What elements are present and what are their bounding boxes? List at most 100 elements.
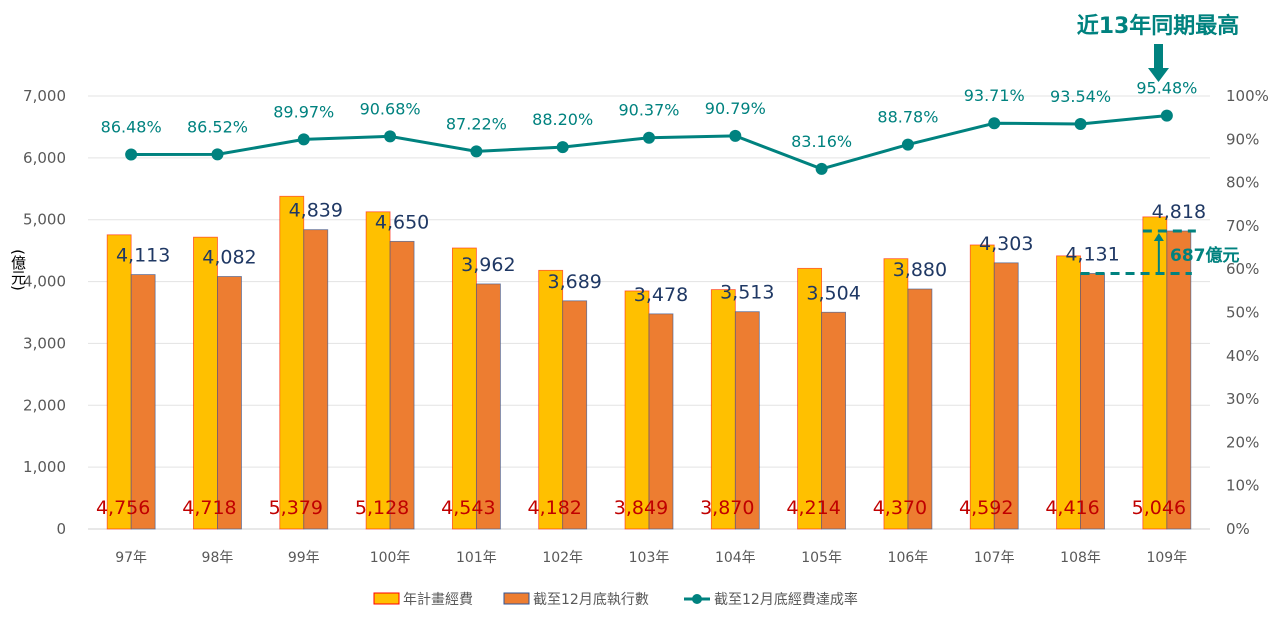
bar-plan xyxy=(538,269,564,530)
highlight-annotation: 近13年同期最高 xyxy=(1077,13,1240,39)
legend-label-rate: 截至12月底經費達成率 xyxy=(714,591,858,608)
y2-tick-label: 70% xyxy=(1226,217,1259,235)
y-axis-label: (億元) xyxy=(9,249,27,291)
x-tick-label: 109年 xyxy=(1146,550,1187,566)
data-label-exec: 3,504 xyxy=(806,282,860,304)
data-label-exec: 4,650 xyxy=(375,211,429,233)
y-tick-label: 2,000 xyxy=(23,396,66,414)
x-tick-label: 105年 xyxy=(801,550,842,566)
rate-line xyxy=(125,109,1173,175)
data-label-plan: 5,128 xyxy=(355,497,409,519)
x-tick-label: 104年 xyxy=(715,550,756,566)
bar-plan xyxy=(365,211,391,530)
x-tick-label: 103年 xyxy=(629,550,670,566)
y-tick-label: 1,000 xyxy=(23,458,66,476)
data-label-exec: 3,478 xyxy=(634,284,688,306)
y2-tick-label: 100% xyxy=(1226,87,1269,105)
data-label-plan: 3,849 xyxy=(614,497,668,519)
x-tick-label: 106年 xyxy=(888,550,929,566)
data-label-plan: 4,756 xyxy=(96,497,150,519)
y2-tick-label: 30% xyxy=(1226,390,1259,408)
y2-tick-label: 50% xyxy=(1226,304,1259,322)
data-labels: 4,756 4,718 5,379 5,128 4,543 4,182 3,849 3,870… xyxy=(96,79,1206,519)
down-arrow-icon xyxy=(1148,68,1169,82)
data-label-exec: 4,113 xyxy=(116,245,170,267)
data-label-rate: 83.16% xyxy=(791,132,852,151)
bar-exec xyxy=(303,229,329,530)
data-label-exec: 4,131 xyxy=(1065,243,1119,265)
rate-point xyxy=(384,130,397,143)
bar-exec xyxy=(562,300,588,530)
y2-tick-label: 40% xyxy=(1226,347,1259,365)
y-tick-label: 4,000 xyxy=(23,273,66,291)
x-tick-label: 98年 xyxy=(202,550,234,566)
annotations: 近13年同期最高 687億元 xyxy=(1077,13,1240,275)
data-label-rate: 89.97% xyxy=(273,102,334,121)
rate-point xyxy=(643,131,655,144)
bar-exec xyxy=(993,262,1019,530)
y2-tick-label: 80% xyxy=(1226,174,1259,192)
down-arrow-shaft xyxy=(1154,44,1163,71)
rate-point xyxy=(470,145,483,158)
data-label-rate: 90.68% xyxy=(360,99,421,118)
legend: 年計畫經費 截至12月底執行數 截至12月底經費達成率 xyxy=(373,591,858,608)
bar-exec xyxy=(1166,230,1192,530)
data-label-rate: 86.52% xyxy=(187,117,248,136)
bar-exec xyxy=(907,288,933,530)
data-label-plan: 3,870 xyxy=(700,497,754,519)
data-label-exec: 3,962 xyxy=(461,254,515,276)
bar-plan xyxy=(1056,255,1081,530)
bar-plan xyxy=(279,195,305,530)
bar-plan xyxy=(883,258,909,530)
y-tick-label: 3,000 xyxy=(23,334,66,352)
bar-plan xyxy=(969,244,995,530)
axes: 0 1,000 2,000 3,000 4,000 5,000 6,000 7,000 0% 10… xyxy=(9,87,1269,566)
y2-tick-label: 60% xyxy=(1226,260,1259,278)
up-arrow-icon xyxy=(1153,232,1164,241)
rate-point xyxy=(988,117,1001,130)
rate-point xyxy=(297,133,310,146)
x-tick-label: 100年 xyxy=(370,550,411,566)
data-label-exec: 4,839 xyxy=(289,200,343,222)
bar-plan xyxy=(624,290,650,530)
y2-tick-label: 20% xyxy=(1226,433,1259,451)
data-label-plan: 4,370 xyxy=(873,497,927,519)
x-tick-label: 97年 xyxy=(115,550,147,566)
data-label-exec: 3,880 xyxy=(893,259,947,281)
legend-swatch-exec xyxy=(503,592,530,605)
data-label-plan: 4,214 xyxy=(786,497,840,519)
data-label-plan: 4,543 xyxy=(441,497,495,519)
data-label-exec: 3,513 xyxy=(720,282,774,304)
rate-point xyxy=(729,129,742,142)
data-label-exec: 4,818 xyxy=(1152,201,1206,223)
data-label-exec: 4,082 xyxy=(202,246,256,268)
data-label-rate: 95.48% xyxy=(1136,79,1197,98)
x-tick-label: 107年 xyxy=(974,550,1015,566)
bar-exec xyxy=(734,311,760,530)
y2-tick-label: 90% xyxy=(1226,130,1259,148)
rate-point xyxy=(125,148,138,161)
bar-exec xyxy=(389,240,415,530)
data-label-plan: 5,046 xyxy=(1132,497,1186,519)
y2-tick-label: 10% xyxy=(1226,477,1259,495)
data-label-rate: 86.48% xyxy=(101,118,162,137)
rate-point xyxy=(1160,109,1173,122)
x-tick-label: 108年 xyxy=(1060,550,1101,566)
y-tick-label: 5,000 xyxy=(23,211,66,229)
y-tick-label: 7,000 xyxy=(23,87,66,105)
legend-swatch-rate-marker xyxy=(692,594,702,604)
bar-plan xyxy=(193,236,218,530)
rate-point xyxy=(556,141,569,154)
rate-point xyxy=(901,138,914,151)
difference-annotation: 687億元 xyxy=(1170,245,1240,266)
bar-plan xyxy=(710,289,736,530)
data-label-plan: 5,379 xyxy=(269,497,323,519)
data-label-rate: 90.37% xyxy=(618,101,679,120)
bar-plan xyxy=(451,247,477,530)
data-label-rate: 87.22% xyxy=(446,114,507,133)
rate-point xyxy=(815,162,828,175)
legend-swatch-plan xyxy=(373,592,400,605)
bar-exec xyxy=(1080,273,1105,530)
data-label-plan: 4,592 xyxy=(959,497,1013,519)
bar-plan xyxy=(797,267,823,530)
